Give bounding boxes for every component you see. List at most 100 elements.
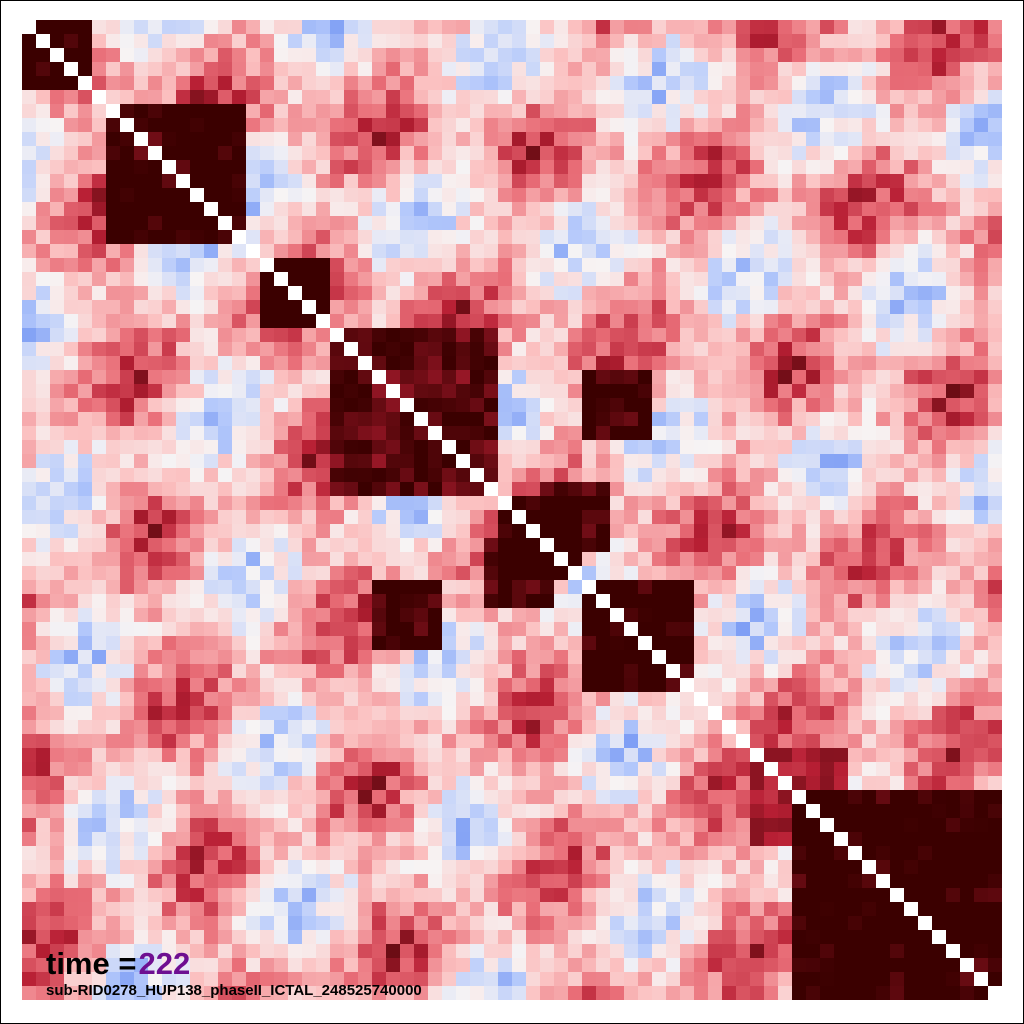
heatmap-cell <box>414 664 429 679</box>
heatmap-cell <box>484 986 499 1000</box>
heatmap-cell <box>302 104 317 119</box>
heatmap-cell <box>582 468 597 483</box>
heatmap-cell <box>470 706 485 721</box>
heatmap-cell <box>176 510 191 525</box>
heatmap-cell <box>428 300 443 315</box>
heatmap-cell <box>470 846 485 861</box>
heatmap-cell <box>554 594 569 609</box>
heatmap-cell <box>526 426 541 441</box>
heatmap-cell <box>134 412 149 427</box>
heatmap-cell <box>106 804 121 819</box>
heatmap-cell <box>890 174 905 189</box>
heatmap-cell <box>904 440 919 455</box>
heatmap-cell <box>260 860 275 875</box>
heatmap-cell <box>148 580 163 595</box>
heatmap-cell <box>498 20 513 35</box>
heatmap-cell <box>232 650 247 665</box>
heatmap-cell <box>288 314 303 329</box>
heatmap-cell <box>330 650 345 665</box>
heatmap-cell <box>862 944 877 959</box>
heatmap-cell <box>946 790 961 805</box>
heatmap-cell <box>232 76 247 91</box>
heatmap-cell <box>568 566 583 581</box>
heatmap-cell <box>904 258 919 273</box>
heatmap-cell <box>596 678 611 693</box>
heatmap-cell <box>64 244 79 259</box>
heatmap-cell <box>610 482 625 497</box>
heatmap-cell <box>386 482 401 497</box>
heatmap-cell <box>484 958 499 973</box>
heatmap-cell <box>400 202 415 217</box>
heatmap-cell <box>162 846 177 861</box>
heatmap-cell <box>386 692 401 707</box>
heatmap-cell <box>904 552 919 567</box>
heatmap-cell <box>288 566 303 581</box>
heatmap-cell <box>848 62 863 77</box>
heatmap-cell <box>932 608 947 623</box>
heatmap-cell <box>792 902 807 917</box>
heatmap-cell <box>260 524 275 539</box>
heatmap-cell <box>106 692 121 707</box>
heatmap-cell <box>932 230 947 245</box>
heatmap-cell <box>736 244 751 259</box>
heatmap-cell <box>190 62 205 77</box>
heatmap-cell <box>78 510 93 525</box>
heatmap-cell <box>36 972 51 987</box>
heatmap-cell <box>960 454 975 469</box>
heatmap-cell <box>680 916 695 931</box>
heatmap-cell <box>148 930 163 945</box>
heatmap-cell <box>792 48 807 63</box>
heatmap-cell <box>736 370 751 385</box>
heatmap-cell <box>442 132 457 147</box>
heatmap-cell <box>204 860 219 875</box>
heatmap-cell <box>694 356 709 371</box>
heatmap-cell <box>316 370 331 385</box>
heatmap-cell <box>750 552 765 567</box>
heatmap-cell <box>540 202 555 217</box>
heatmap-cell <box>162 370 177 385</box>
heatmap-cell <box>974 426 989 441</box>
heatmap-cell <box>232 104 247 119</box>
heatmap-cell <box>232 902 247 917</box>
heatmap-cell <box>386 286 401 301</box>
heatmap-cell <box>358 230 373 245</box>
heatmap-cell <box>680 160 695 175</box>
heatmap-cell <box>708 692 723 707</box>
heatmap-cell <box>974 552 989 567</box>
heatmap-cell <box>414 692 429 707</box>
heatmap-cell <box>638 608 653 623</box>
heatmap-cell <box>722 944 737 959</box>
heatmap-cell <box>526 566 541 581</box>
heatmap-cell <box>876 454 891 469</box>
heatmap-cell <box>946 650 961 665</box>
heatmap-cell <box>22 622 37 637</box>
heatmap-cell <box>386 412 401 427</box>
heatmap-cell <box>372 566 387 581</box>
heatmap-cell <box>204 202 219 217</box>
heatmap-cell <box>106 706 121 721</box>
heatmap-cell <box>610 608 625 623</box>
heatmap-cell <box>624 230 639 245</box>
heatmap-cell <box>218 692 233 707</box>
heatmap-cell <box>988 90 1002 105</box>
heatmap-cell <box>106 748 121 763</box>
heatmap-cell <box>414 986 429 1000</box>
heatmap-cell <box>540 188 555 203</box>
heatmap-cell <box>148 146 163 161</box>
heatmap-cell <box>428 20 443 35</box>
heatmap-cell <box>64 272 79 287</box>
heatmap-cell <box>960 104 975 119</box>
heatmap-cell <box>540 104 555 119</box>
heatmap-cell <box>764 720 779 735</box>
heatmap-cell <box>428 818 443 833</box>
heatmap-cell <box>316 804 331 819</box>
heatmap-cell <box>106 244 121 259</box>
heatmap-cell <box>666 342 681 357</box>
heatmap-cell <box>246 356 261 371</box>
heatmap-cell <box>694 230 709 245</box>
heatmap-cell <box>36 440 51 455</box>
heatmap-cell <box>148 300 163 315</box>
heatmap-cell <box>722 888 737 903</box>
heatmap-cell <box>204 230 219 245</box>
heatmap-cell <box>358 566 373 581</box>
